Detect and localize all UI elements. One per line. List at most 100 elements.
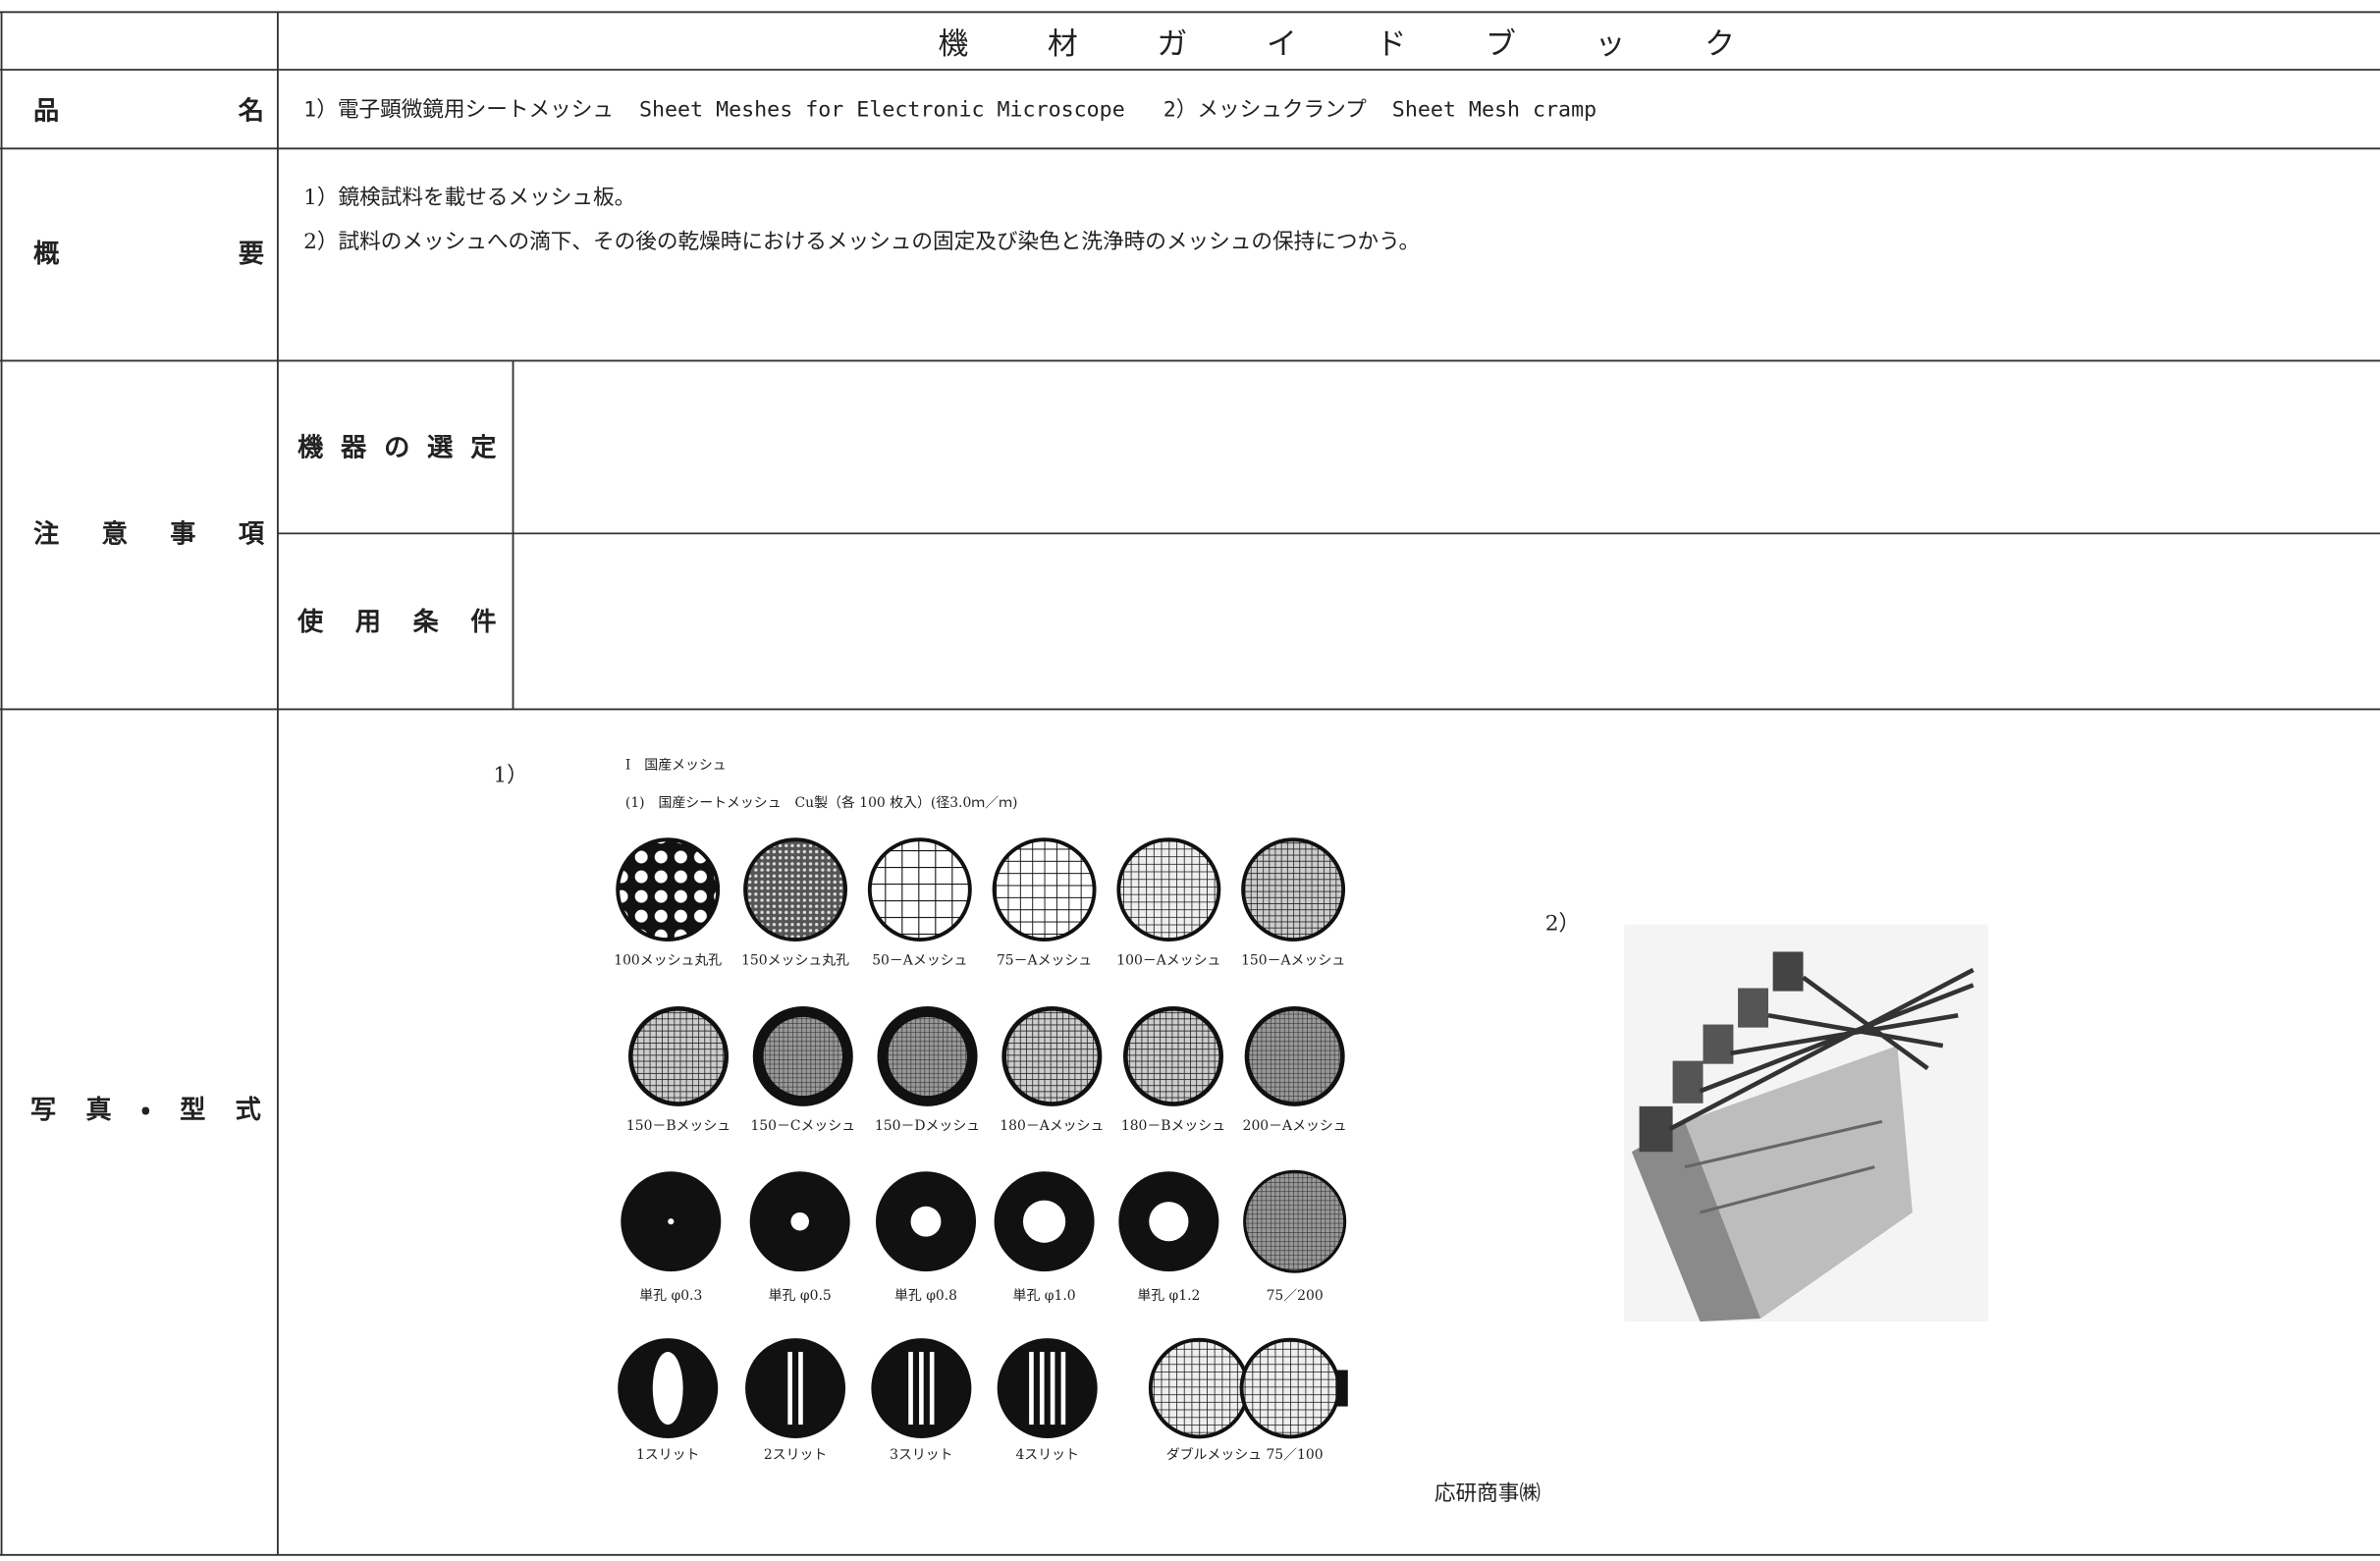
mesh-slit	[1050, 1351, 1055, 1426]
mesh-disc	[616, 837, 721, 942]
mesh-disc	[745, 1338, 846, 1438]
mesh-label: 150－Aメッシュ	[1241, 953, 1345, 969]
mesh-label: 150－Cメッシュ	[750, 1118, 855, 1134]
mesh: 単孔 φ1.0	[994, 1171, 1095, 1304]
mesh-label: 180－Bメッシュ	[1121, 1118, 1225, 1134]
mesh-slit	[652, 1351, 683, 1426]
sub-label: 機器の選定	[298, 433, 497, 462]
mesh-label: 単孔 φ0.3	[639, 1288, 702, 1304]
mesh-label: 150－Bメッシュ	[626, 1118, 730, 1134]
photo-shape	[1639, 1105, 1673, 1153]
mesh-slit	[1060, 1351, 1066, 1426]
figure-marker: 1）	[493, 763, 527, 787]
figure-heading: I 国産メッシュ	[625, 758, 727, 774]
mesh-disc	[888, 1016, 967, 1097]
mesh-slit	[787, 1351, 792, 1426]
mesh-disc	[1241, 837, 1346, 942]
mesh: 150－Dメッシュ	[875, 1006, 980, 1134]
mesh-label: 単孔 φ1.2	[1137, 1288, 1200, 1304]
mesh: 150メッシュ丸孔	[741, 837, 849, 969]
mesh-slit	[798, 1351, 803, 1426]
photo-shape	[1672, 1060, 1704, 1103]
mesh-label: 2スリット	[764, 1447, 827, 1463]
mesh-label: 200－Aメッシュ	[1243, 1118, 1347, 1134]
mesh-hole	[668, 1218, 675, 1225]
mesh-disc	[1005, 1010, 1098, 1103]
mesh-disc	[1239, 1337, 1341, 1439]
mesh: 200－Aメッシュ	[1243, 1006, 1347, 1134]
mesh-slit	[919, 1351, 924, 1426]
mesh: 150－Bメッシュ	[626, 1006, 730, 1134]
mesh-hole	[910, 1206, 942, 1237]
mesh: 100メッシュ丸孔	[614, 837, 722, 969]
mesh-figure: 100メッシュ丸孔 150メッシュ丸孔 50－Aメッシュ 75－Aメッシュ 100－Aメ…	[614, 837, 1348, 1463]
mesh-hole	[790, 1211, 809, 1231]
mesh: 単孔 φ0.3	[621, 1171, 722, 1304]
mesh-disc	[1116, 837, 1221, 942]
mesh: 180－Aメッシュ	[1000, 1006, 1104, 1134]
page-title: 機材ガイドブック	[938, 27, 1735, 62]
mesh: 75／200	[1243, 1169, 1347, 1304]
mesh: 単孔 φ1.2	[1118, 1171, 1219, 1304]
mesh-label: 150メッシュ丸孔	[741, 953, 849, 969]
row-label: 注意事項	[33, 518, 265, 549]
sub-label: 使用条件	[297, 608, 497, 637]
mesh-label: 100メッシュ丸孔	[614, 953, 722, 969]
mesh-label: 100－Aメッシュ	[1116, 953, 1220, 969]
mesh: 150－Aメッシュ	[1241, 837, 1346, 969]
summary-line: 2）試料のメッシュへの滴下、その後の乾燥時におけるメッシュの固定及び染色と洗浄時…	[303, 230, 1420, 254]
mesh-label: 単孔 φ0.5	[769, 1288, 832, 1304]
row-label: 品名	[33, 96, 264, 127]
figure-marker: 2）	[1545, 912, 1580, 937]
mesh: 4スリット	[997, 1338, 1098, 1463]
mesh: 単孔 φ0.8	[875, 1171, 977, 1304]
photo-shape	[1668, 967, 1974, 1132]
table-rules	[0, 11, 2380, 1556]
summary-line: 1）鏡検試料を載せるメッシュ板。	[303, 186, 635, 210]
mesh-disc	[763, 1016, 842, 1097]
mesh-label: 1スリット	[636, 1447, 699, 1463]
mesh: 2スリット	[745, 1338, 846, 1463]
mesh-label: 75／200	[1267, 1288, 1324, 1304]
mesh-label: 75－Aメッシュ	[997, 953, 1092, 969]
mesh-hole	[1149, 1202, 1189, 1242]
mesh: ダブルメッシュ 75／100	[1148, 1337, 1348, 1463]
mesh-label: 単孔 φ1.0	[1013, 1288, 1076, 1304]
photo-shape	[1738, 988, 1768, 1028]
row-label: 写真・型式	[30, 1096, 261, 1125]
mesh: 50－Aメッシュ	[867, 837, 972, 969]
mesh-slit	[1039, 1351, 1045, 1426]
photo-shape	[1684, 1046, 1913, 1319]
photo-shape	[1703, 1024, 1734, 1064]
mesh-disc	[1127, 1010, 1219, 1103]
photo-shape	[1631, 1121, 1761, 1322]
mesh-label: 4スリット	[1015, 1447, 1078, 1463]
mesh-disc	[867, 837, 972, 942]
mesh: 単孔 φ0.5	[749, 1171, 850, 1304]
mesh-disc	[743, 837, 848, 942]
product-value: 1）電子顕微鏡用シートメッシュ Sheet Meshes for Electro…	[303, 98, 1596, 123]
mesh-label: 単孔 φ0.8	[894, 1288, 957, 1304]
mesh-disc	[1243, 1169, 1347, 1273]
mesh-label: 150－Dメッシュ	[875, 1118, 980, 1134]
mesh-label: 180－Aメッシュ	[1000, 1118, 1104, 1134]
photo-shape	[1772, 951, 1804, 992]
mesh-disc	[992, 837, 1097, 942]
mesh-slit	[1029, 1351, 1034, 1426]
mesh-label: ダブルメッシュ 75／100	[1166, 1446, 1324, 1463]
mesh-label: 3スリット	[890, 1447, 952, 1463]
figure-subheading: (1) 国産シートメッシュ Cu製（各 100 枚入）(径3.0ｍ／ｍ)	[625, 795, 1018, 811]
mesh-tab	[1335, 1370, 1348, 1407]
mesh: 3スリット	[871, 1338, 972, 1463]
mesh-disc	[1148, 1337, 1250, 1439]
mesh-disc	[997, 1338, 1098, 1438]
mesh: 75－Aメッシュ	[992, 837, 1097, 969]
mesh-slit	[929, 1351, 935, 1426]
photo-shape	[1684, 1119, 1883, 1214]
mesh-hole	[1022, 1200, 1066, 1243]
mesh-slit	[908, 1351, 913, 1426]
maker-name: 応研商事㈱	[1434, 1481, 1541, 1506]
mesh-disc	[632, 1010, 725, 1103]
mesh: 150－Cメッシュ	[750, 1006, 855, 1134]
